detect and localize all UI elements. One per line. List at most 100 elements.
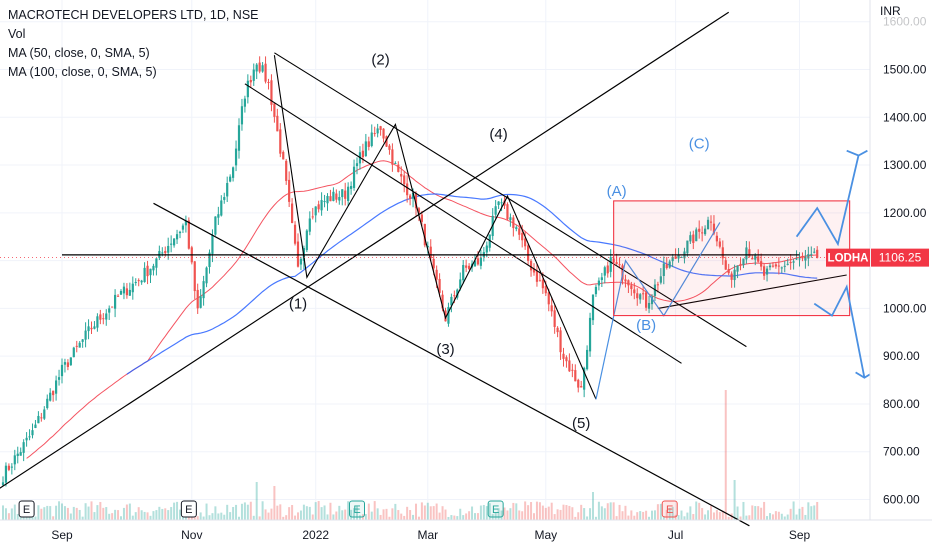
candle[interactable] [680, 256, 683, 258]
candle[interactable] [650, 294, 654, 310]
candle[interactable] [512, 215, 515, 237]
candle[interactable] [768, 263, 772, 271]
candle[interactable] [208, 249, 211, 274]
candle[interactable] [627, 279, 630, 294]
candle[interactable] [170, 235, 173, 253]
projection-up-arrowhead[interactable] [846, 149, 868, 157]
candle[interactable] [721, 240, 724, 265]
channel-upper-wide[interactable] [153, 202, 750, 527]
candle[interactable] [556, 326, 559, 338]
candle[interactable] [447, 302, 450, 327]
wave-label[interactable]: (5) [572, 415, 590, 432]
candle[interactable] [10, 463, 13, 475]
candle[interactable] [718, 238, 721, 249]
candle[interactable] [397, 161, 400, 173]
candle[interactable] [317, 200, 320, 213]
candle[interactable] [468, 263, 471, 271]
candle[interactable] [497, 201, 500, 210]
wave-label[interactable]: (A) [607, 183, 627, 200]
candle[interactable] [43, 406, 46, 421]
candle[interactable] [695, 227, 698, 242]
candle[interactable] [220, 195, 223, 217]
candle[interactable] [108, 305, 111, 320]
price-range-box[interactable] [613, 200, 851, 317]
candle[interactable] [630, 281, 633, 296]
candle[interactable] [335, 189, 338, 203]
candle[interactable] [347, 182, 350, 207]
candle[interactable] [178, 230, 182, 239]
candle[interactable] [429, 239, 432, 262]
candle[interactable] [344, 182, 347, 206]
candle[interactable] [273, 102, 276, 123]
candle[interactable] [771, 262, 775, 268]
candle[interactable] [792, 258, 795, 270]
candle[interactable] [60, 358, 64, 384]
volume-indicator-label[interactable]: Vol [8, 27, 26, 41]
candle[interactable] [196, 283, 199, 314]
candle[interactable] [529, 259, 533, 277]
candle[interactable] [388, 144, 391, 155]
candle[interactable] [119, 289, 123, 295]
candle[interactable] [16, 446, 19, 464]
candle[interactable] [591, 294, 595, 325]
candle[interactable] [229, 174, 232, 183]
candle[interactable] [320, 192, 323, 216]
candle[interactable] [603, 265, 606, 284]
candle[interactable] [789, 254, 792, 270]
candle[interactable] [777, 257, 780, 275]
candle[interactable] [382, 128, 385, 143]
candle[interactable] [293, 221, 297, 246]
candle[interactable] [285, 158, 288, 185]
candle[interactable] [624, 274, 627, 288]
candle[interactable] [87, 319, 90, 340]
candle[interactable] [568, 353, 571, 372]
candle[interactable] [760, 253, 763, 271]
candle[interactable] [175, 229, 179, 244]
candle[interactable] [125, 283, 128, 299]
candle[interactable] [609, 249, 612, 278]
ma100-indicator-label[interactable]: MA (100, close, 0, SMA, 5) [8, 65, 157, 79]
candle[interactable] [205, 266, 208, 288]
projection-down-arrow[interactable] [813, 284, 866, 378]
candle[interactable] [282, 150, 285, 160]
candle[interactable] [326, 193, 329, 211]
candle[interactable] [57, 369, 61, 386]
candle[interactable] [276, 108, 279, 132]
candle[interactable] [668, 259, 671, 269]
elliott-wave-impulse[interactable] [273, 55, 597, 400]
candle[interactable] [90, 321, 93, 334]
wave-label[interactable]: (1) [289, 295, 307, 312]
candle[interactable] [19, 447, 22, 456]
candle[interactable] [550, 296, 553, 317]
candle[interactable] [258, 56, 261, 74]
candle[interactable] [786, 258, 789, 266]
candle[interactable] [116, 294, 120, 297]
price-axis[interactable] [870, 0, 932, 550]
candle[interactable] [379, 125, 382, 136]
candle[interactable] [639, 293, 642, 304]
candle[interactable] [146, 260, 149, 285]
candle[interactable] [765, 266, 769, 282]
candle[interactable] [72, 346, 75, 358]
candle[interactable] [173, 238, 176, 248]
candle[interactable] [261, 62, 264, 73]
candle[interactable] [704, 225, 707, 236]
channel-upper[interactable] [274, 52, 747, 348]
candle[interactable] [267, 78, 270, 90]
candle[interactable] [370, 124, 373, 148]
candle[interactable] [329, 189, 332, 202]
candle[interactable] [75, 340, 78, 353]
candle[interactable] [804, 249, 807, 269]
candle[interactable] [709, 215, 713, 231]
candle[interactable] [674, 248, 677, 260]
candle[interactable] [692, 230, 695, 250]
candle[interactable] [527, 243, 530, 266]
candle[interactable] [255, 63, 258, 80]
candle[interactable] [394, 161, 397, 165]
candle[interactable] [724, 256, 727, 270]
candle[interactable] [40, 412, 43, 422]
candle[interactable] [742, 258, 745, 269]
candle[interactable] [594, 284, 598, 297]
candle[interactable] [128, 282, 131, 297]
candle[interactable] [52, 390, 55, 402]
